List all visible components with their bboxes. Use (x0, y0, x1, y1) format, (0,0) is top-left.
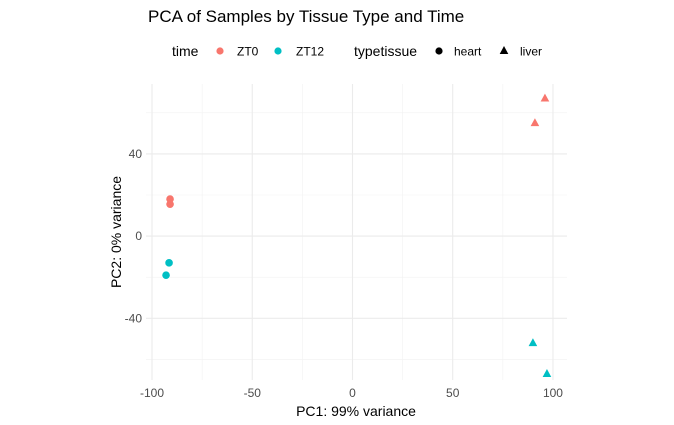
x-tick-label: 0 (349, 386, 356, 400)
data-point-liver (540, 93, 550, 102)
data-point-heart (165, 259, 173, 267)
data-point-liver (528, 338, 538, 347)
legend-label-zt12: ZT12 (296, 45, 324, 59)
legend-key-zt0-marker (216, 47, 224, 55)
data-point-heart (166, 200, 174, 209)
x-tick-label: 100 (543, 386, 563, 400)
data-point-liver (542, 369, 552, 377)
y-axis-ticks: -40 0 40 (125, 147, 143, 325)
legend-label-heart: heart (454, 45, 482, 59)
legend: time ZT0 ZT12 typetissue heart liver (172, 43, 542, 59)
x-tick-label: 50 (446, 386, 460, 400)
grid-lines (146, 84, 567, 380)
x-axis-ticks: -100 -50 0 50 100 (140, 386, 563, 400)
y-tick-label: -40 (125, 311, 143, 325)
y-axis-title: PC2: 0% variance (108, 176, 124, 288)
legend-tissue-title: typetissue (354, 43, 417, 59)
data-point-heart (162, 271, 170, 279)
data-points (162, 93, 552, 377)
legend-label-zt0: ZT0 (237, 45, 259, 59)
legend-time-title: time (172, 43, 199, 59)
x-tick-label: -50 (244, 386, 262, 400)
x-tick-label: -100 (140, 386, 164, 400)
data-point-liver (530, 118, 540, 127)
plot-panel (146, 84, 567, 380)
legend-label-liver: liver (520, 45, 542, 59)
y-tick-label: 40 (129, 147, 143, 161)
x-axis-title: PC1: 99% variance (296, 403, 416, 419)
legend-key-heart-marker (435, 47, 443, 55)
chart-title: PCA of Samples by Tissue Type and Time (148, 7, 464, 26)
y-tick-label: 0 (135, 229, 142, 243)
legend-key-zt12-marker (274, 47, 282, 55)
legend-key-liver-marker (499, 46, 509, 54)
